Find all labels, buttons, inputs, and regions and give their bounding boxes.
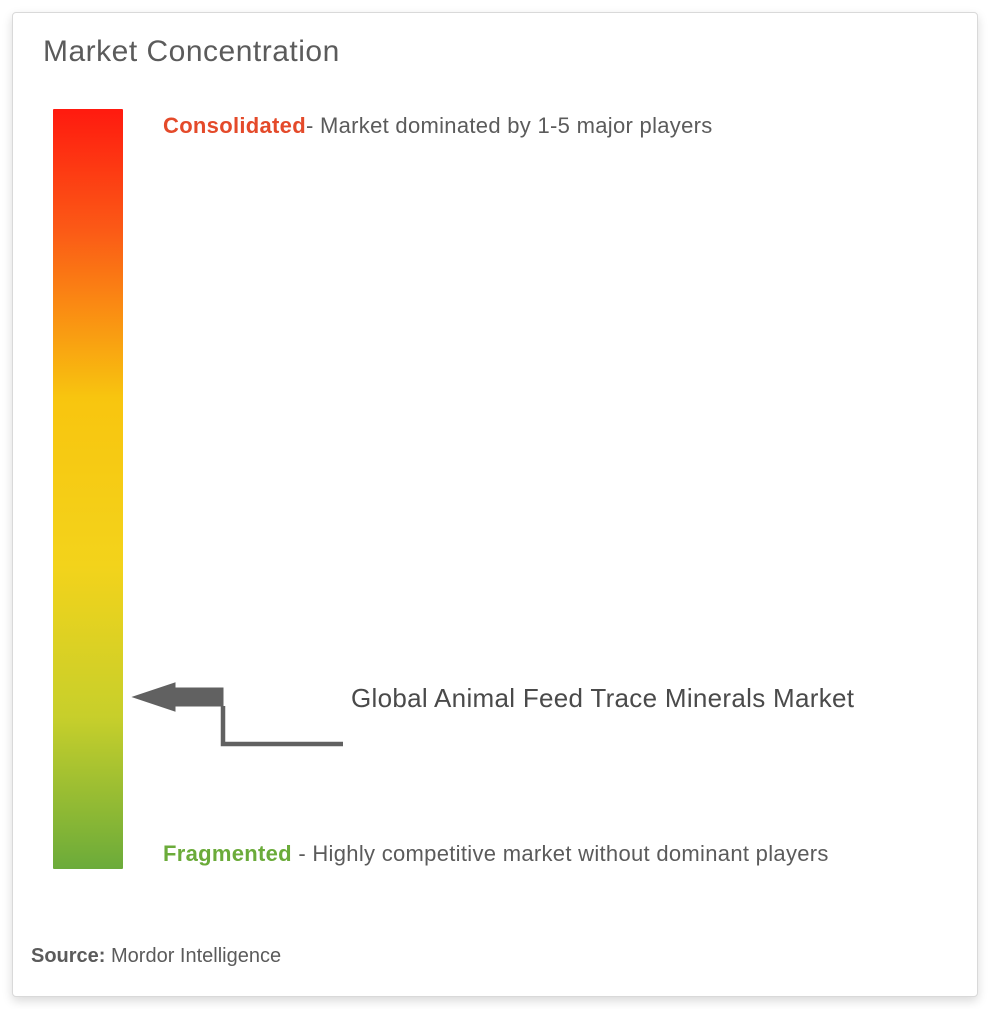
source-value: Mordor Intelligence	[105, 945, 281, 967]
market-pointer-label: Global Animal Feed Trace Minerals Market	[351, 683, 854, 714]
source-label: Source:	[31, 945, 105, 967]
source-line: Source: Mordor Intelligence	[31, 945, 281, 968]
infographic-card: Market Concentration Consolidated- Marke…	[12, 12, 978, 997]
pointer-arrow-icon	[13, 13, 979, 998]
